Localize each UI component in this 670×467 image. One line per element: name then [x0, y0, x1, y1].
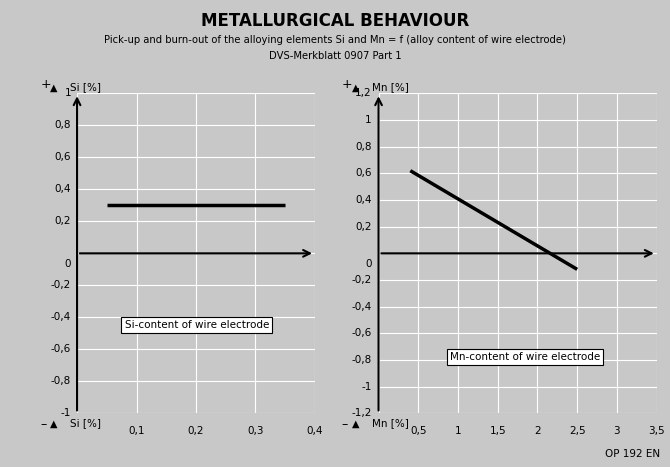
Text: 0,2: 0,2	[54, 216, 71, 226]
Text: 2: 2	[534, 426, 541, 436]
Text: 0,2: 0,2	[188, 426, 204, 436]
Text: ▲: ▲	[352, 419, 359, 429]
Text: -0,2: -0,2	[51, 280, 71, 290]
Text: -0,8: -0,8	[51, 376, 71, 386]
Text: -0,8: -0,8	[351, 355, 372, 365]
Text: 0,4: 0,4	[307, 426, 323, 436]
Text: -0,2: -0,2	[351, 275, 372, 285]
Text: +: +	[40, 78, 51, 91]
Text: 0,6: 0,6	[54, 152, 71, 163]
Text: -1,2: -1,2	[351, 408, 372, 418]
Text: Pick-up and burn-out of the alloying elements Si and Mn = f (alloy content of wi: Pick-up and burn-out of the alloying ele…	[104, 35, 566, 45]
Text: 3: 3	[614, 426, 620, 436]
Text: DVS-Merkblatt 0907 Part 1: DVS-Merkblatt 0907 Part 1	[269, 51, 401, 61]
Text: ▲: ▲	[50, 419, 58, 429]
Text: -1: -1	[61, 408, 71, 418]
Text: Si [%]: Si [%]	[70, 82, 101, 92]
Text: OP 192 EN: OP 192 EN	[605, 449, 660, 459]
Text: 1: 1	[365, 115, 372, 125]
Text: -0,6: -0,6	[51, 344, 71, 354]
Text: 1: 1	[64, 88, 71, 99]
Text: 0,8: 0,8	[355, 142, 372, 152]
Text: -0,6: -0,6	[351, 328, 372, 338]
Text: 0,4: 0,4	[54, 184, 71, 194]
Text: -0,4: -0,4	[351, 302, 372, 311]
Text: -0,4: -0,4	[51, 312, 71, 322]
Text: –: –	[40, 418, 46, 431]
Text: Si [%]: Si [%]	[70, 418, 101, 428]
Text: ▲: ▲	[352, 83, 359, 92]
Text: 0: 0	[365, 259, 372, 269]
Text: 0,3: 0,3	[247, 426, 264, 436]
Text: Mn [%]: Mn [%]	[372, 82, 409, 92]
Text: 0: 0	[64, 259, 71, 269]
Text: 0,8: 0,8	[54, 120, 71, 130]
Text: 1,5: 1,5	[489, 426, 506, 436]
Text: 0,6: 0,6	[355, 169, 372, 178]
Text: +: +	[342, 78, 352, 91]
Text: 1,2: 1,2	[355, 88, 372, 99]
Text: ▲: ▲	[50, 83, 58, 92]
Text: 0,4: 0,4	[355, 195, 372, 205]
Text: 1: 1	[455, 426, 462, 436]
Text: 0,2: 0,2	[355, 222, 372, 232]
Text: Si-content of wire electrode: Si-content of wire electrode	[125, 320, 269, 330]
Text: 0,1: 0,1	[128, 426, 145, 436]
Text: Mn [%]: Mn [%]	[372, 418, 409, 428]
Text: 2,5: 2,5	[569, 426, 586, 436]
Text: 0,5: 0,5	[410, 426, 427, 436]
Text: METALLURGICAL BEHAVIOUR: METALLURGICAL BEHAVIOUR	[201, 12, 469, 30]
Text: 3,5: 3,5	[649, 426, 665, 436]
Text: –: –	[342, 418, 348, 431]
Text: -1: -1	[361, 382, 372, 392]
Text: Mn-content of wire electrode: Mn-content of wire electrode	[450, 352, 600, 362]
